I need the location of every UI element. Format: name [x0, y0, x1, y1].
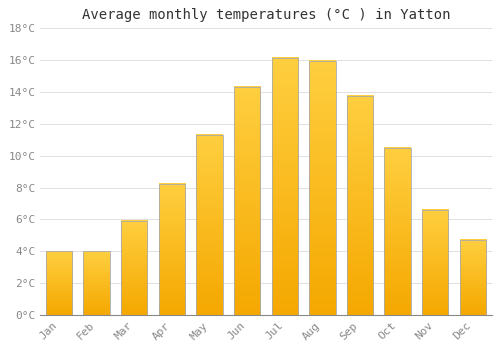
Bar [84, 251, 110, 315]
Title: Average monthly temperatures (°C ) in Yatton: Average monthly temperatures (°C ) in Ya… [82, 8, 450, 22]
Bar [384, 148, 411, 315]
Bar [347, 96, 373, 315]
Bar [234, 87, 260, 315]
Bar [460, 240, 486, 315]
Bar [272, 58, 298, 315]
Bar [121, 221, 148, 315]
Bar [158, 184, 185, 315]
Bar [46, 251, 72, 315]
Bar [196, 135, 222, 315]
Bar [309, 61, 336, 315]
Bar [422, 210, 448, 315]
